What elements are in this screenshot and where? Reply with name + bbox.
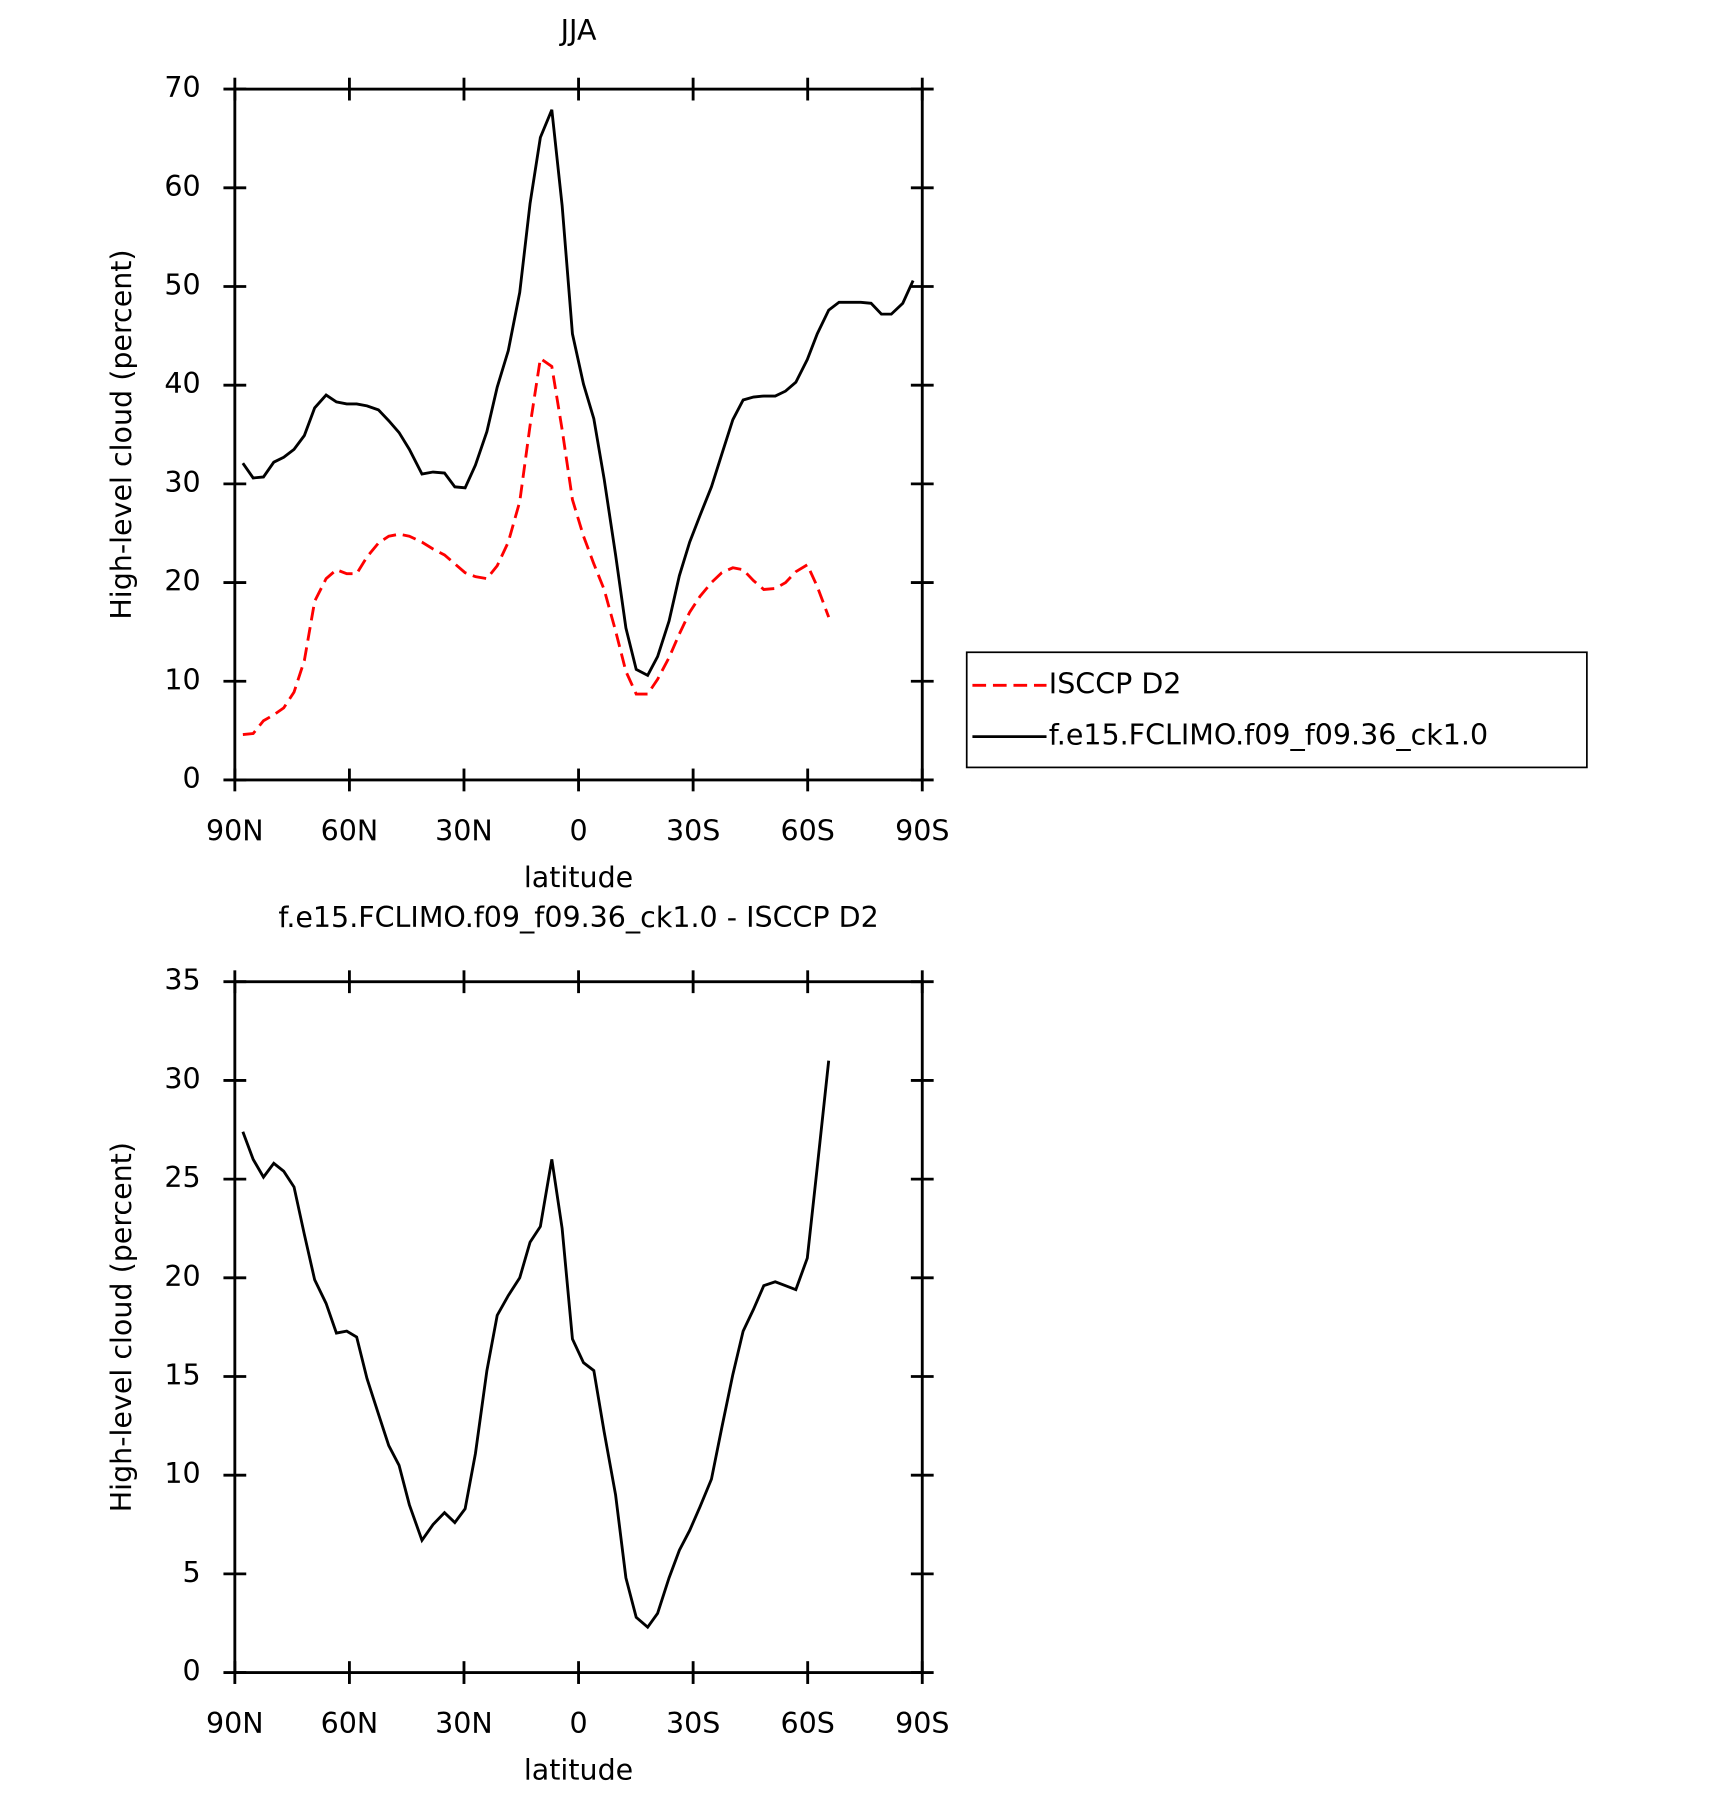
y-tick-label: 15 bbox=[164, 1358, 200, 1391]
data-line bbox=[241, 1060, 831, 1630]
y-tick-label: 10 bbox=[164, 663, 200, 696]
legend-label: f.e15.FCLIMO.f09_f09.36_ck1.0 bbox=[1049, 719, 1488, 752]
x-tick-label: 0 bbox=[569, 814, 587, 847]
x-tick-label: 60S bbox=[781, 814, 835, 847]
chart-title: f.e15.FCLIMO.f09_f09.36_ck1.0 - ISCCP D2 bbox=[278, 901, 878, 934]
data-line bbox=[242, 356, 831, 736]
y-tick-label: 20 bbox=[164, 565, 200, 598]
x-tick-label: 30N bbox=[435, 814, 493, 847]
x-tick-label: 60N bbox=[321, 814, 379, 847]
y-tick-label: 40 bbox=[164, 367, 200, 400]
x-tick-label: 30N bbox=[435, 1707, 493, 1740]
y-tick-label: 5 bbox=[182, 1556, 200, 1589]
y-tick-label: 0 bbox=[182, 762, 200, 795]
x-tick-label: 60S bbox=[781, 1707, 835, 1740]
x-tick-label: 30S bbox=[666, 814, 720, 847]
y-tick-label: 50 bbox=[164, 268, 200, 301]
legend-label: ISCCP D2 bbox=[1049, 667, 1182, 700]
y-tick-label: 25 bbox=[164, 1161, 200, 1194]
chart-title: JJA bbox=[559, 14, 597, 47]
x-tick-label: 60N bbox=[321, 1707, 379, 1740]
x-axis-label: latitude bbox=[524, 1754, 633, 1787]
legend-box bbox=[965, 651, 1588, 769]
y-tick-label: 70 bbox=[164, 71, 200, 104]
x-tick-label: 90N bbox=[206, 1707, 264, 1740]
y-tick-label: 35 bbox=[164, 964, 200, 997]
y-tick-label: 20 bbox=[164, 1260, 200, 1293]
x-tick-label: 0 bbox=[569, 1707, 587, 1740]
data-line bbox=[241, 109, 915, 678]
y-tick-label: 10 bbox=[164, 1457, 200, 1490]
x-tick-label: 30S bbox=[666, 1707, 720, 1740]
y-tick-label: 0 bbox=[182, 1655, 200, 1688]
y-axis-label: High-level cloud (percent) bbox=[105, 1142, 138, 1512]
y-tick-label: 30 bbox=[164, 1062, 200, 1095]
plot-frame bbox=[233, 980, 924, 1674]
y-axis-label: High-level cloud (percent) bbox=[105, 249, 138, 619]
x-tick-label: 90S bbox=[895, 814, 949, 847]
x-axis-label: latitude bbox=[524, 861, 633, 894]
plot-frame bbox=[233, 87, 924, 782]
y-tick-label: 60 bbox=[164, 170, 200, 203]
x-tick-label: 90S bbox=[895, 1707, 949, 1740]
y-tick-label: 30 bbox=[164, 466, 200, 499]
x-tick-label: 90N bbox=[206, 814, 264, 847]
